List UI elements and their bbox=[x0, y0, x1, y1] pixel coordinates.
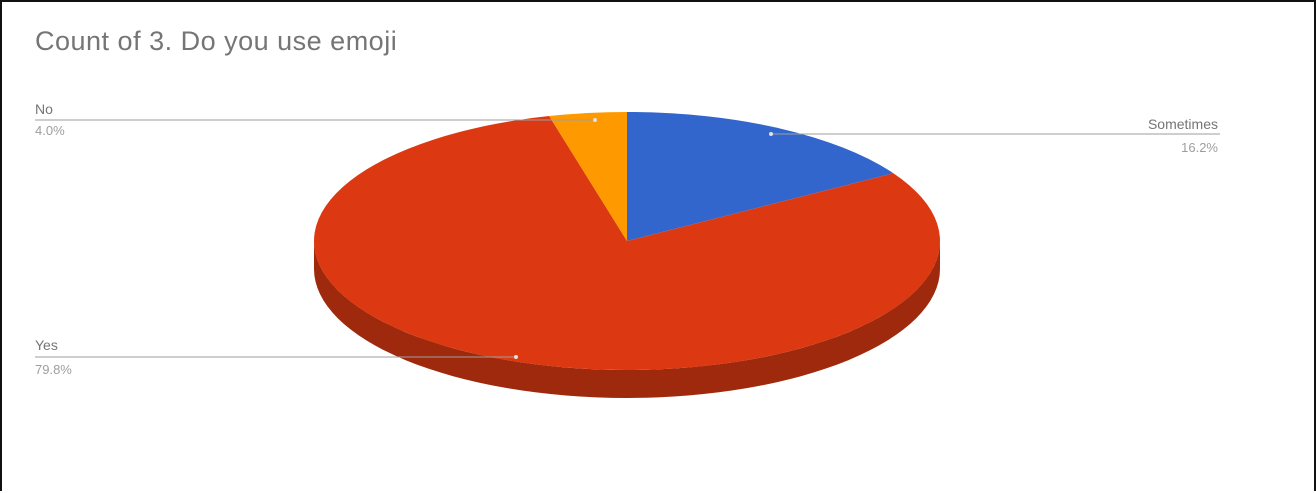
slice-percent-no: 4.0% bbox=[35, 123, 65, 138]
callout-labels: Sometimes 16.2% Yes 79.8% No 4.0% bbox=[35, 101, 1220, 377]
pie-side-walls bbox=[314, 241, 940, 398]
slice-side-yes bbox=[314, 241, 940, 398]
callout-dot-no bbox=[593, 118, 597, 122]
slice-percent-sometimes: 16.2% bbox=[1181, 140, 1218, 155]
callout-dot-sometimes bbox=[769, 132, 773, 136]
chart-title: Count of 3. Do you use emoji bbox=[35, 26, 398, 56]
callout-dot-yes bbox=[514, 355, 518, 359]
slice-sometimes[interactable] bbox=[627, 112, 894, 241]
slice-percent-yes: 79.8% bbox=[35, 362, 72, 377]
slice-yes[interactable] bbox=[313, 116, 941, 371]
pie-top-faces bbox=[313, 112, 941, 371]
slice-label-no: No bbox=[35, 101, 53, 117]
slice-label-yes: Yes bbox=[35, 337, 58, 353]
slice-label-sometimes: Sometimes bbox=[1148, 116, 1218, 132]
slice-no[interactable] bbox=[549, 112, 627, 241]
